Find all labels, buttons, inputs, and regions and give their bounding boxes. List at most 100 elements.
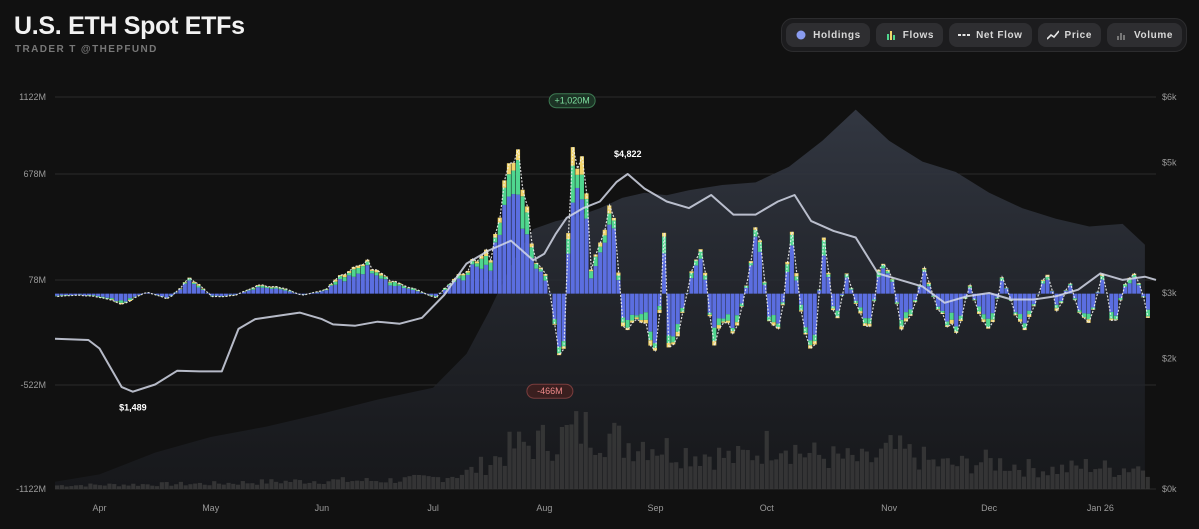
flow-bar-segment: [899, 293, 904, 320]
flow-bar-segment: [602, 229, 607, 236]
flow-bar-segment: [575, 174, 580, 188]
netflow-toggle-button[interactable]: Net Flow: [949, 23, 1032, 47]
net-flow-line: [57, 146, 1149, 357]
volume-bar: [688, 466, 693, 489]
volume-bar: [902, 448, 907, 489]
flow-bar-segment: [55, 295, 60, 297]
volume-bar: [183, 485, 188, 489]
flow-bar-segment: [210, 293, 215, 296]
volume-bar: [240, 481, 245, 489]
flow-bar-segment: [351, 266, 356, 270]
flow-bar-segment: [1123, 286, 1128, 294]
x-tick-label: Sep: [648, 503, 664, 513]
volume-bar: [1140, 470, 1146, 489]
holdings-toggle-button[interactable]: Holdings: [786, 23, 870, 47]
flow-bar-segment: [392, 282, 397, 286]
volume-bar: [988, 458, 993, 489]
volume-bar: [364, 478, 369, 489]
flow-bar-segment: [625, 293, 630, 320]
flow-bar-segment: [333, 284, 338, 294]
price-toggle-button[interactable]: Price: [1037, 23, 1102, 47]
volume-bar: [1021, 476, 1027, 489]
flow-bar-segment: [785, 271, 790, 294]
flow-bar-segment: [1081, 313, 1087, 318]
x-tick-label: Nov: [881, 503, 898, 513]
flow-bar-segment: [730, 331, 735, 334]
volume-toggle-button[interactable]: Volume: [1107, 23, 1182, 47]
flow-bar-segment: [369, 269, 375, 271]
volume-bar: [97, 485, 103, 489]
flow-bar-segment: [201, 288, 206, 290]
flow-bar-segment: [903, 318, 909, 322]
flow-bar-segment: [191, 284, 196, 294]
flow-bar-segment: [694, 260, 699, 266]
volume-bar: [274, 481, 279, 489]
flow-bar-segment: [356, 265, 361, 269]
flow-bar-segment: [899, 319, 904, 327]
volume-bar: [102, 485, 107, 489]
volume-bar: [769, 460, 774, 489]
flow-bar-segment: [657, 293, 662, 307]
y-right-tick-label: $3k: [1162, 288, 1177, 298]
volume-bar: [998, 458, 1003, 489]
flow-bar-segment: [652, 347, 657, 351]
flow-bar-segment: [520, 196, 525, 229]
volume-bar: [350, 481, 355, 489]
y-right-tick-label: $2k: [1162, 353, 1177, 363]
volume-bar: [969, 473, 974, 489]
flow-bar-segment: [109, 298, 114, 300]
volume-bar: [559, 426, 565, 489]
volume-bar: [264, 483, 269, 489]
flow-bar-segment: [579, 174, 584, 200]
flow-bar-segment: [96, 293, 101, 297]
volume-bar: [964, 458, 969, 489]
flow-bar-segment: [808, 340, 813, 346]
flow-bar-segment: [502, 204, 507, 294]
flow-bar-segment: [703, 279, 708, 294]
flow-bar-segment: [762, 282, 767, 285]
flow-bar-segment: [753, 229, 758, 237]
flow-bar-segment: [497, 234, 502, 294]
volume-bar: [135, 485, 141, 489]
y-left-tick-label: 78M: [28, 275, 46, 285]
volume-bar: [740, 449, 746, 489]
flow-bar-segment: [73, 293, 78, 296]
flows-toggle-button[interactable]: Flows: [875, 23, 944, 47]
flow-bar-segment: [584, 218, 589, 294]
flow-bar-segment: [1113, 315, 1118, 320]
flow-bar-segment: [931, 295, 936, 297]
volume-bar: [978, 462, 984, 489]
flow-bar-segment: [634, 315, 639, 318]
flow-bar-segment: [835, 310, 840, 317]
flow-bar-segment: [986, 293, 991, 319]
volume-bar: [693, 456, 698, 489]
flow-bar-segment: [365, 259, 370, 262]
volume-bar: [378, 482, 384, 489]
flow-bar-segment: [356, 273, 361, 294]
flow-bar-segment: [68, 293, 73, 296]
bar-chart-icon: [885, 29, 897, 41]
flow-bar-segment: [1091, 309, 1096, 310]
flow-bar-segment: [1045, 279, 1050, 294]
volume-bar: [383, 482, 388, 489]
flow-bar-segment: [196, 287, 201, 294]
volume-bar: [126, 485, 131, 489]
flow-bar-segment: [1040, 279, 1045, 281]
flow-bar-segment: [885, 271, 890, 274]
y-left-tick-label: 1122M: [19, 92, 46, 102]
flow-bar-segment: [164, 297, 169, 299]
flow-bar-segment: [643, 312, 648, 320]
flow-bar-segment: [374, 272, 379, 276]
flow-bar-segment: [725, 314, 731, 321]
flow-bar-segment: [96, 296, 101, 298]
y-right-tick-label: $0k: [1162, 484, 1177, 494]
volume-bar: [121, 484, 126, 489]
flow-bar-segment: [1027, 310, 1032, 315]
flow-bar-segment: [639, 314, 644, 321]
volume-bar: [64, 486, 69, 489]
flow-bar-segment: [55, 293, 60, 296]
flow-bar-segment: [949, 312, 954, 320]
flow-bar-segment: [625, 319, 630, 328]
flow-bar-segment: [1081, 293, 1087, 314]
volume-bar: [1002, 470, 1007, 489]
